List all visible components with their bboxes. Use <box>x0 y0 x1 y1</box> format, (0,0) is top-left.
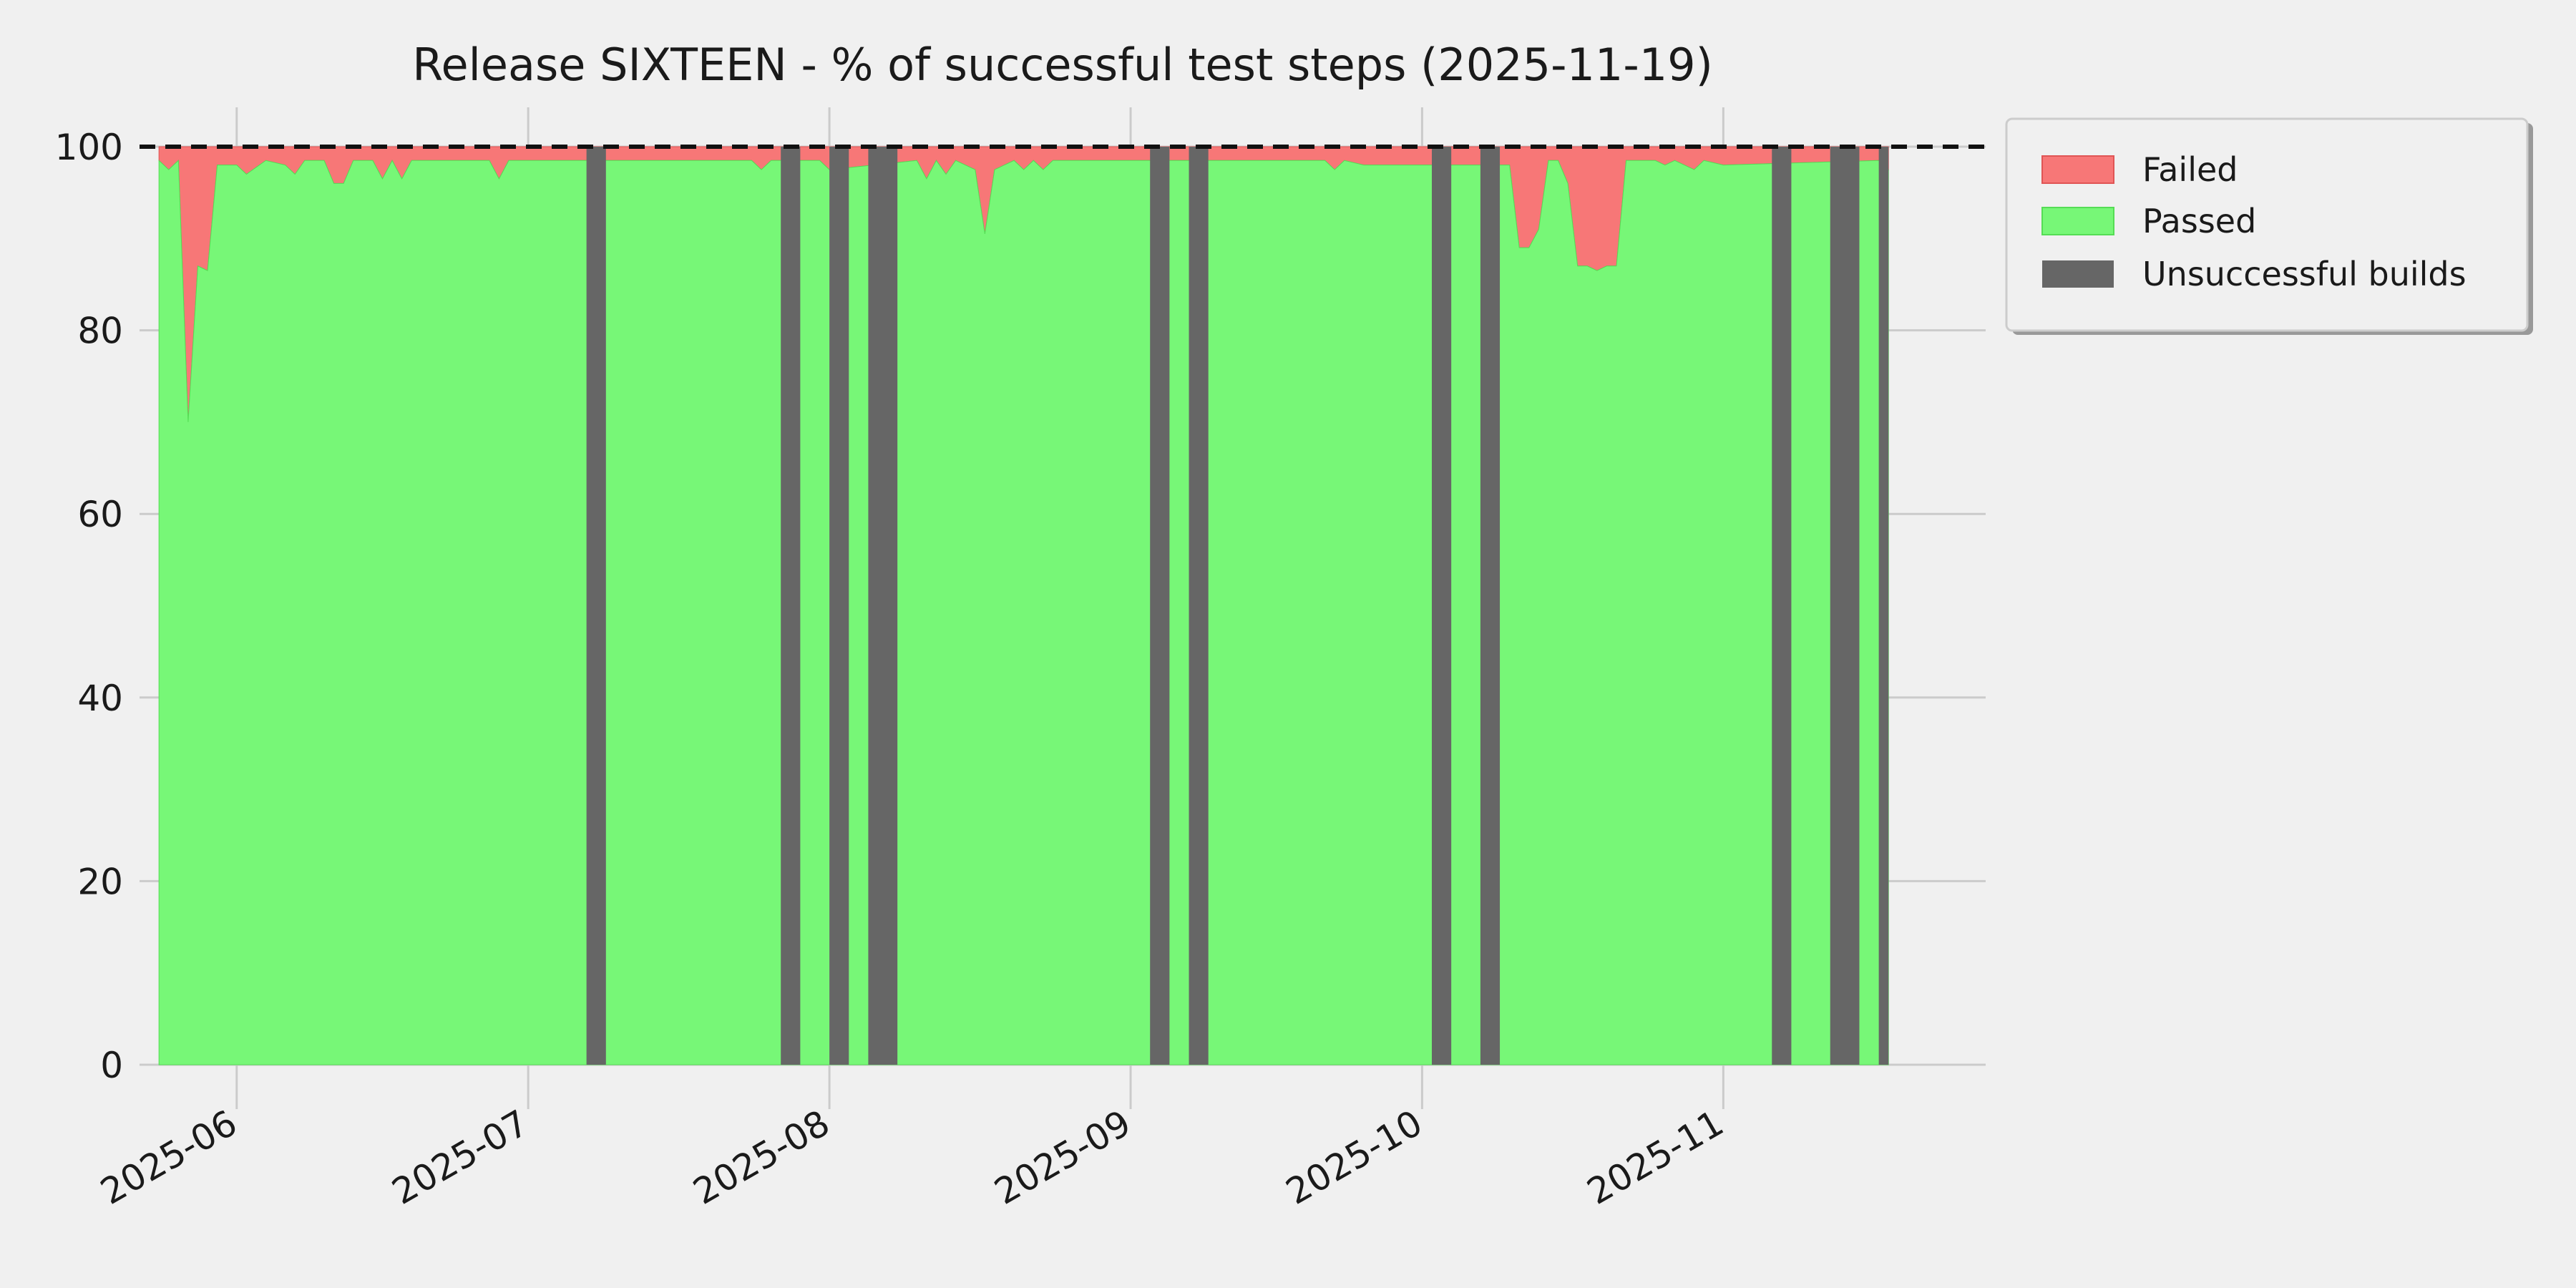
legend-swatch-passed <box>2041 207 2114 235</box>
unsuccessful-build-bar <box>1150 147 1170 1065</box>
y-tick-label: 40 <box>77 678 123 719</box>
unsuccessful-build-bar <box>1189 147 1209 1065</box>
y-tick-label: 20 <box>77 861 123 902</box>
unsuccessful-build-bar <box>1772 147 1792 1065</box>
legend: Failed Passed Unsuccessful builds <box>2005 117 2533 335</box>
unsuccessful-build-bar <box>868 147 898 1065</box>
unsuccessful-build-bar <box>1480 147 1501 1065</box>
y-tick-label: 0 <box>100 1045 123 1086</box>
plot-area <box>158 146 1889 1065</box>
series-passed-area <box>158 160 1889 1065</box>
unsuccessful-build-bar <box>1830 147 1860 1065</box>
unsuccessful-build-bar <box>1878 147 1889 1065</box>
y-tick-label: 100 <box>55 127 123 168</box>
unsuccessful-build-bar <box>586 147 606 1065</box>
y-tick-label: 60 <box>77 494 123 535</box>
legend-label-failed: Failed <box>2142 150 2238 189</box>
legend-label-passed: Passed <box>2142 202 2256 240</box>
legend-label-unsuccessful-builds: Unsuccessful builds <box>2142 255 2467 293</box>
chart-title: Release SIXTEEN - % of successful test s… <box>412 39 1713 91</box>
y-axis: 0 20 40 60 80 100 <box>55 127 123 1086</box>
legend-swatch-failed <box>2041 155 2114 184</box>
unsuccessful-builds <box>586 147 1889 1065</box>
y-tick-label: 80 <box>77 311 123 352</box>
unsuccessful-build-bar <box>1432 147 1452 1065</box>
unsuccessful-build-bar <box>829 147 849 1065</box>
legend-swatch-unsuccessful-builds <box>2042 260 2114 288</box>
unsuccessful-build-bar <box>781 147 801 1065</box>
